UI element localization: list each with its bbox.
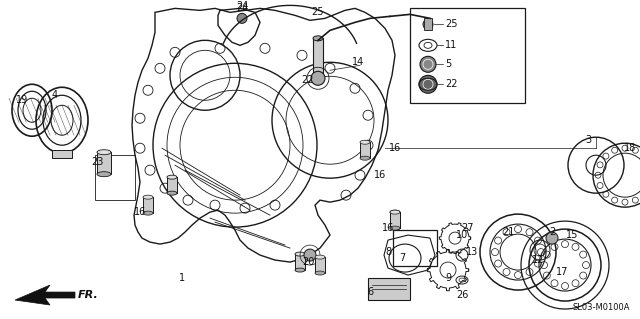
Bar bbox=[167, 177, 177, 193]
Text: 3: 3 bbox=[585, 135, 591, 145]
Bar bbox=[143, 197, 153, 213]
Text: 16: 16 bbox=[389, 143, 401, 153]
Ellipse shape bbox=[390, 210, 400, 214]
Ellipse shape bbox=[360, 140, 370, 144]
Text: 22: 22 bbox=[445, 79, 458, 89]
Circle shape bbox=[237, 13, 247, 23]
Bar bbox=[313, 38, 323, 73]
Circle shape bbox=[311, 71, 325, 85]
Text: 20: 20 bbox=[302, 257, 314, 267]
Ellipse shape bbox=[143, 195, 153, 199]
Ellipse shape bbox=[143, 211, 153, 215]
Bar bbox=[315, 257, 325, 273]
Text: 2: 2 bbox=[549, 227, 555, 237]
Text: 22: 22 bbox=[301, 75, 314, 85]
Ellipse shape bbox=[315, 255, 325, 259]
Text: 15: 15 bbox=[566, 230, 578, 240]
Text: 7: 7 bbox=[399, 253, 405, 263]
Text: 4: 4 bbox=[52, 90, 58, 100]
Text: 5: 5 bbox=[445, 59, 451, 69]
Ellipse shape bbox=[295, 252, 305, 256]
Ellipse shape bbox=[390, 226, 400, 230]
Text: 27: 27 bbox=[461, 223, 474, 233]
Text: FR.: FR. bbox=[78, 290, 99, 300]
Polygon shape bbox=[15, 285, 75, 305]
Text: 14: 14 bbox=[352, 57, 364, 67]
Text: 25: 25 bbox=[445, 19, 458, 29]
Text: 11: 11 bbox=[445, 40, 457, 50]
Text: 24: 24 bbox=[236, 1, 248, 11]
Text: 25: 25 bbox=[312, 7, 324, 17]
Bar bbox=[393, 230, 437, 266]
Bar bbox=[52, 150, 72, 158]
Text: 16: 16 bbox=[382, 223, 394, 233]
Bar bbox=[295, 254, 305, 270]
Text: 6: 6 bbox=[367, 287, 373, 297]
Circle shape bbox=[423, 19, 433, 29]
Text: 12: 12 bbox=[532, 255, 544, 265]
Bar bbox=[360, 142, 370, 158]
Text: 1: 1 bbox=[179, 273, 185, 283]
Ellipse shape bbox=[360, 156, 370, 160]
Circle shape bbox=[304, 249, 316, 261]
Bar bbox=[390, 212, 400, 228]
Bar bbox=[368, 278, 410, 300]
Bar bbox=[97, 152, 111, 174]
Ellipse shape bbox=[167, 191, 177, 195]
Bar bbox=[424, 19, 432, 30]
Bar bbox=[410, 8, 525, 103]
Circle shape bbox=[419, 75, 437, 93]
Ellipse shape bbox=[295, 268, 305, 272]
Text: 13: 13 bbox=[466, 247, 478, 257]
Text: 9: 9 bbox=[445, 273, 451, 283]
Ellipse shape bbox=[167, 175, 177, 179]
Text: 24: 24 bbox=[236, 4, 248, 13]
Ellipse shape bbox=[97, 150, 111, 155]
Text: 23: 23 bbox=[91, 157, 103, 167]
Text: 8: 8 bbox=[385, 247, 391, 257]
Circle shape bbox=[420, 56, 436, 72]
Circle shape bbox=[546, 232, 558, 244]
Bar bbox=[390, 212, 400, 228]
Text: 16: 16 bbox=[134, 207, 146, 217]
Text: 18: 18 bbox=[624, 143, 636, 153]
Text: 19: 19 bbox=[16, 95, 28, 105]
Text: 17: 17 bbox=[556, 267, 568, 277]
Text: 16: 16 bbox=[374, 170, 386, 180]
Ellipse shape bbox=[315, 271, 325, 275]
Ellipse shape bbox=[97, 172, 111, 177]
Text: SL03-M0100A: SL03-M0100A bbox=[573, 303, 630, 312]
Ellipse shape bbox=[313, 36, 323, 41]
Ellipse shape bbox=[390, 210, 400, 214]
Text: 26: 26 bbox=[456, 290, 468, 300]
Text: 10: 10 bbox=[456, 230, 468, 240]
Text: 21: 21 bbox=[502, 227, 514, 237]
Ellipse shape bbox=[390, 226, 400, 230]
